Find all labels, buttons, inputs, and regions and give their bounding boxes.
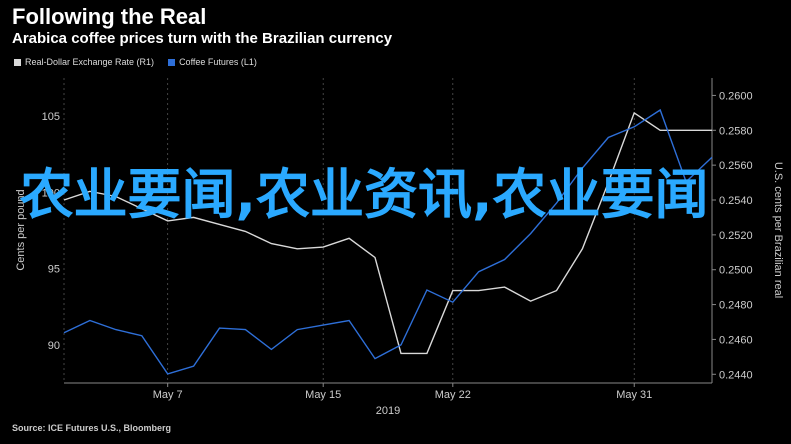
y-right-tick-label: 0.2480	[719, 300, 753, 312]
legend-swatch-real	[14, 58, 21, 66]
series-line-coffee-futures	[63, 108, 713, 375]
y-left-tick-label: 90	[48, 340, 60, 352]
chart-title: Following the Real	[12, 4, 207, 29]
chart-subtitle: Arabica coffee prices turn with the Braz…	[12, 30, 393, 47]
x-tick-label: May 7	[153, 389, 183, 401]
y-left-tick-label: 100	[42, 187, 60, 199]
legend-swatch-coffee	[168, 58, 176, 66]
y-left-tick-label: 105	[42, 111, 60, 123]
y-right-tick-label: 0.2500	[719, 265, 753, 277]
source-note: Source: ICE Futures U.S., Bloomberg	[12, 423, 172, 433]
y-left-axis-title: Cents per pound	[15, 189, 27, 270]
legend-label-real: Real-Dollar Exchange Rate (R1)	[25, 57, 155, 67]
x-tick-label: May 15	[305, 389, 341, 401]
x-tick-label: May 22	[435, 389, 471, 401]
y-left-tick-label: 95	[48, 264, 60, 276]
y-right-axis-title: U.S. cents per Brazilian real	[772, 162, 784, 298]
legend: Real-Dollar Exchange Rate (R1) Coffee Fu…	[14, 57, 257, 67]
legend-item-real: Real-Dollar Exchange Rate (R1)	[14, 57, 154, 67]
y-right-tick-label: 0.2600	[719, 90, 753, 102]
series-line-real-dollar	[63, 111, 712, 355]
y-right-tick-label: 0.2440	[719, 369, 753, 381]
y-right-tick-label: 0.2540	[719, 195, 753, 207]
y-right-tick-label: 0.2560	[719, 160, 753, 172]
watermark-overlay: 农业要闻,农业资讯,农业要闻	[19, 163, 709, 226]
x-tick-label: May 31	[616, 389, 652, 401]
y-right-tick-label: 0.2520	[719, 230, 753, 242]
y-right-tick-label: 0.2580	[719, 125, 753, 137]
legend-item-coffee: Coffee Futures (L1)	[168, 57, 257, 67]
x-axis-title: 2019	[376, 405, 400, 417]
y-right-tick-label: 0.2460	[719, 334, 753, 346]
legend-label-coffee: Coffee Futures (L1)	[179, 57, 257, 67]
